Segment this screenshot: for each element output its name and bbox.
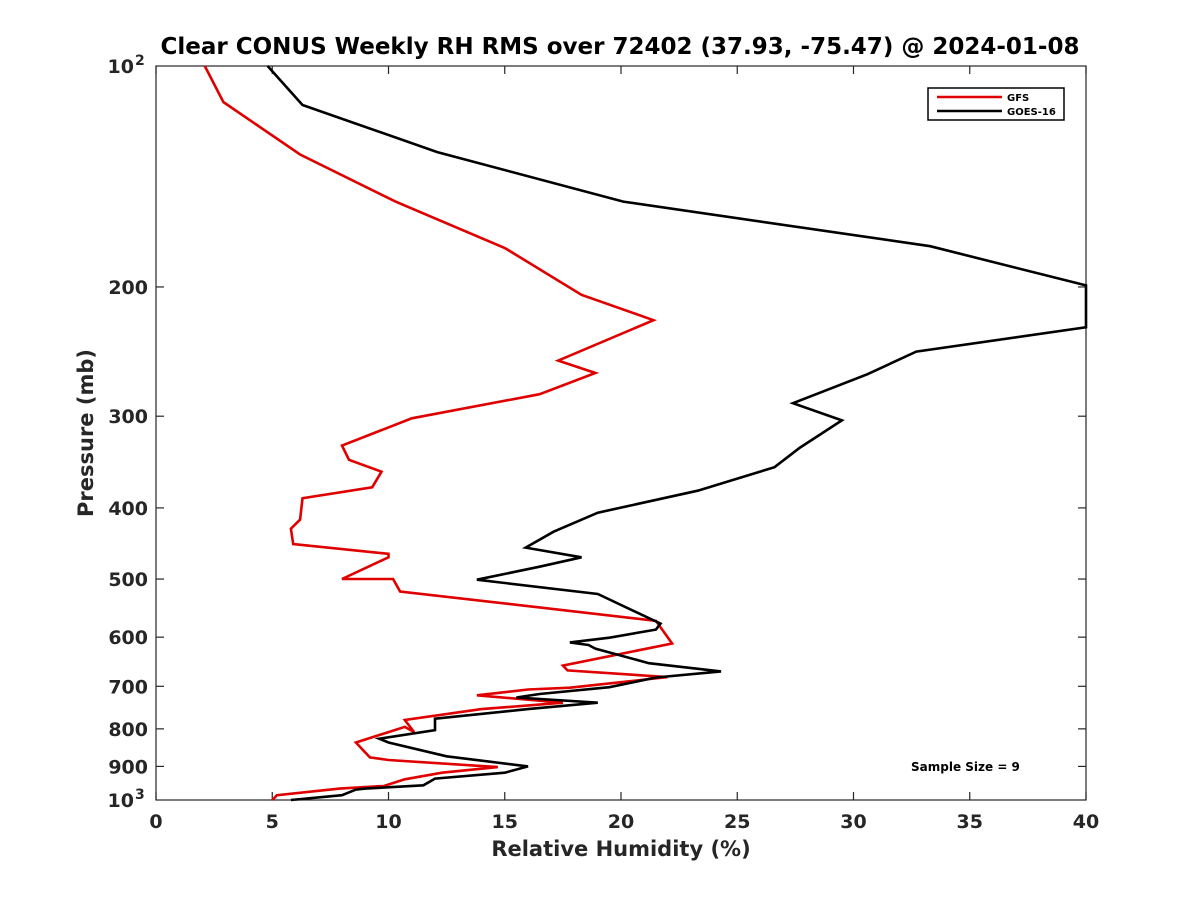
plot-frame bbox=[155, 65, 1087, 801]
y-tick-label-1000: 10 3 bbox=[108, 787, 145, 812]
x-tick-label: 10 bbox=[375, 811, 401, 833]
legend: GFS GOES-16 bbox=[927, 87, 1065, 121]
x-tick-label: 30 bbox=[840, 811, 866, 833]
x-tick-label: 40 bbox=[1073, 811, 1099, 833]
y-tick-label-1000-base: 10 bbox=[108, 790, 134, 812]
x-tick-label: 35 bbox=[957, 811, 983, 833]
x-tick-label: 20 bbox=[608, 811, 634, 833]
y-tick-label-100: 10 2 bbox=[108, 53, 145, 78]
y-tick-label-100-exponent: 2 bbox=[135, 53, 145, 69]
y-tick-label-100-base: 10 bbox=[108, 56, 134, 78]
y-tick-label-1000-exponent: 3 bbox=[135, 787, 145, 803]
sample-size-annotation: Sample Size = 9 bbox=[911, 760, 1020, 774]
y-tick-label: 700 bbox=[108, 676, 148, 698]
y-tick-label: 600 bbox=[108, 627, 148, 649]
x-tick-label: 0 bbox=[149, 811, 162, 833]
y-tick-label: 800 bbox=[108, 719, 148, 741]
legend-label-gfs: GFS bbox=[1007, 93, 1029, 104]
series-layer bbox=[203, 65, 1088, 802]
y-tick-label: 400 bbox=[108, 498, 148, 520]
chart-title: Clear CONUS Weekly RH RMS over 72402 (37… bbox=[161, 34, 1080, 60]
y-tick-label: 500 bbox=[108, 569, 148, 591]
x-tick-label: 15 bbox=[492, 811, 518, 833]
axes: 0 5 10 15 20 25 30 35 40 200 300 400 500 600 700 800 900… bbox=[108, 53, 1100, 833]
y-tick-label: 900 bbox=[108, 756, 148, 778]
x-tick-label: 25 bbox=[724, 811, 750, 833]
x-axis-label: Relative Humidity (%) bbox=[491, 837, 750, 861]
y-tick-label: 200 bbox=[108, 277, 148, 299]
y-axis-label: Pressure (mb) bbox=[74, 349, 98, 517]
x-tick-label: 5 bbox=[266, 811, 279, 833]
legend-label-goes16: GOES-16 bbox=[1007, 107, 1056, 118]
y-tick-label: 300 bbox=[108, 406, 148, 428]
legend-box bbox=[927, 87, 1065, 121]
series-line-goes16 bbox=[266, 65, 1088, 802]
series-line-gfs bbox=[203, 65, 675, 801]
